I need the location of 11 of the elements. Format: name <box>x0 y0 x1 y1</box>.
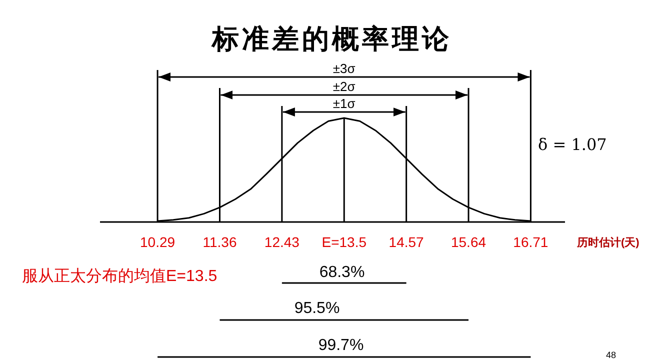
annotation: δ = 1.07 <box>538 135 607 154</box>
annotation: 99.7% <box>318 337 364 354</box>
annotation: ±1σ <box>332 96 356 111</box>
annotation: 服从正太分布的均值E=13.5 <box>22 268 218 285</box>
annotation: ±3σ <box>332 61 356 76</box>
xlabel: 历时估计(天) <box>577 237 640 249</box>
annotation: 48 <box>606 350 616 360</box>
annotation: 68.3% <box>319 264 365 281</box>
title: 标准差的概率理论 <box>212 24 452 55</box>
annotation: ±2σ <box>332 79 356 94</box>
annotation: 95.5% <box>294 300 340 317</box>
